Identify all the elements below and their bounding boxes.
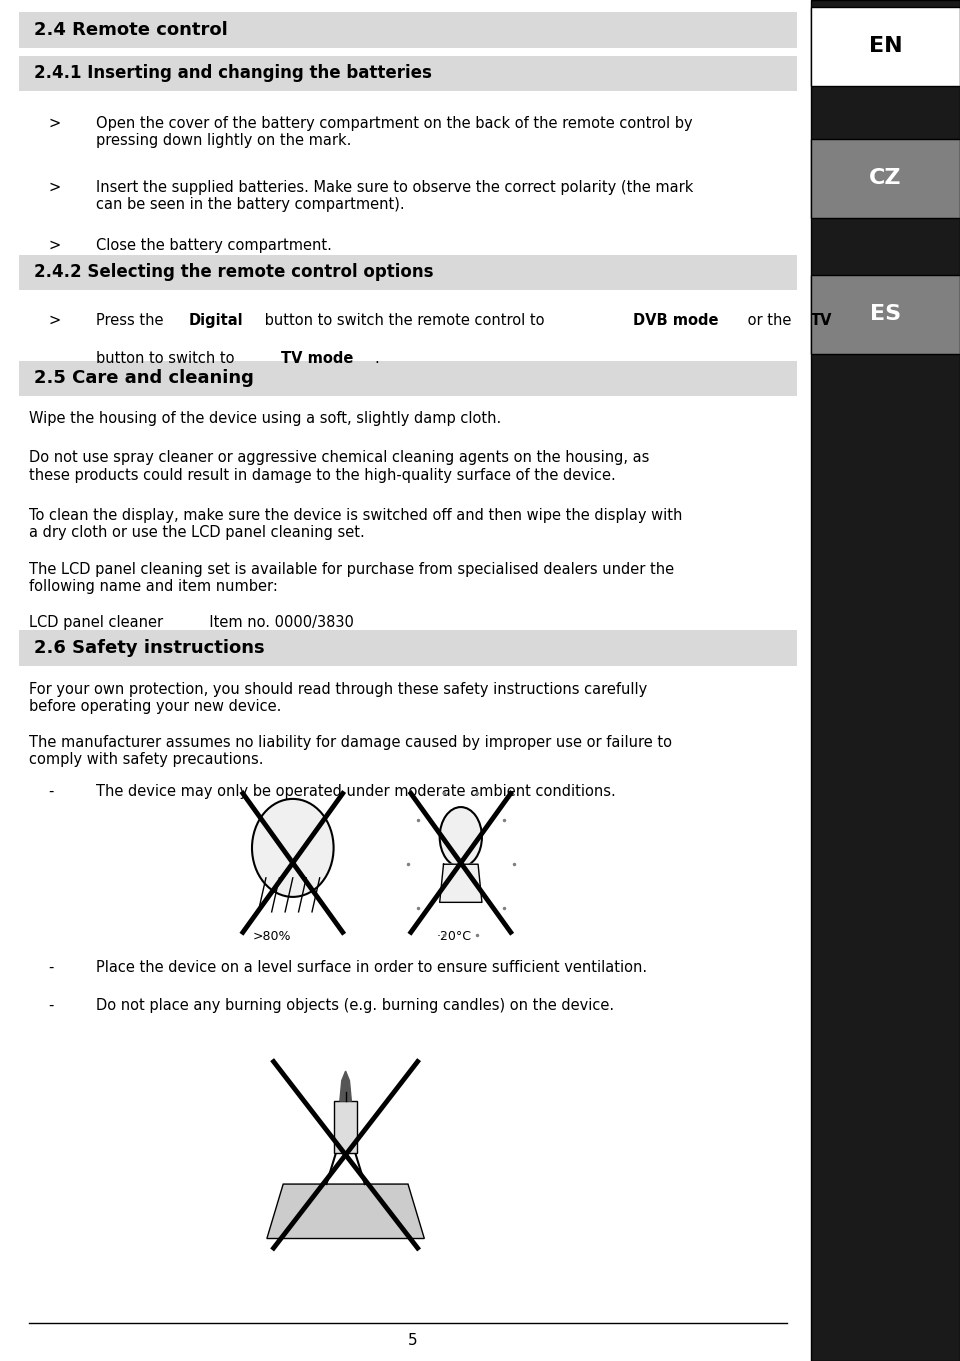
Text: button to switch the remote control to: button to switch the remote control to: [259, 313, 549, 328]
Text: 2.4.2 Selecting the remote control options: 2.4.2 Selecting the remote control optio…: [34, 263, 433, 282]
Text: Press the: Press the: [96, 313, 168, 328]
Text: ·20°C: ·20°C: [437, 930, 471, 943]
Text: DVB mode: DVB mode: [633, 313, 718, 328]
FancyBboxPatch shape: [811, 0, 960, 1361]
Text: or the: or the: [743, 313, 796, 328]
Text: 2.6 Safety instructions: 2.6 Safety instructions: [34, 638, 264, 657]
Text: 2.4.1 Inserting and changing the batteries: 2.4.1 Inserting and changing the batteri…: [34, 64, 431, 83]
Text: 5: 5: [408, 1332, 418, 1349]
Text: Wipe the housing of the device using a soft, slightly damp cloth.: Wipe the housing of the device using a s…: [29, 411, 501, 426]
Text: TV mode: TV mode: [280, 351, 353, 366]
Text: >: >: [48, 116, 60, 131]
Text: Digital: Digital: [189, 313, 244, 328]
Text: >: >: [48, 180, 60, 195]
Text: Open the cover of the battery compartment on the back of the remote control by
p: Open the cover of the battery compartmen…: [96, 116, 692, 148]
Text: 2.5 Care and cleaning: 2.5 Care and cleaning: [34, 369, 253, 388]
FancyBboxPatch shape: [811, 275, 960, 354]
Bar: [334, 1101, 357, 1153]
Text: Do not use spray cleaner or aggressive chemical cleaning agents on the housing, : Do not use spray cleaner or aggressive c…: [29, 450, 649, 483]
Text: TV: TV: [811, 313, 833, 328]
Text: The LCD panel cleaning set is available for purchase from specialised dealers un: The LCD panel cleaning set is available …: [29, 562, 674, 595]
Circle shape: [440, 807, 482, 867]
Text: Insert the supplied batteries. Make sure to observe the correct polarity (the ma: Insert the supplied batteries. Make sure…: [96, 180, 693, 212]
FancyBboxPatch shape: [19, 361, 797, 396]
Text: .: .: [374, 351, 379, 366]
Text: >: >: [48, 313, 60, 328]
Polygon shape: [340, 1071, 351, 1101]
Text: button to switch to: button to switch to: [96, 351, 239, 366]
Polygon shape: [267, 1184, 424, 1239]
Text: -: -: [48, 998, 54, 1013]
Text: To clean the display, make sure the device is switched off and then wipe the dis: To clean the display, make sure the devi…: [29, 508, 683, 540]
Text: >80%: >80%: [252, 930, 291, 943]
Text: ES: ES: [870, 305, 901, 324]
Text: -: -: [48, 960, 54, 974]
Text: EN: EN: [869, 37, 902, 56]
Text: >: >: [48, 238, 60, 253]
Ellipse shape: [252, 799, 334, 897]
FancyBboxPatch shape: [19, 56, 797, 91]
Text: LCD panel cleaner          Item no. 0000/3830: LCD panel cleaner Item no. 0000/3830: [29, 615, 353, 630]
FancyBboxPatch shape: [811, 7, 960, 86]
Text: Do not place any burning objects (e.g. burning candles) on the device.: Do not place any burning objects (e.g. b…: [96, 998, 614, 1013]
Text: -: -: [48, 784, 54, 799]
Text: CZ: CZ: [870, 169, 901, 188]
Polygon shape: [440, 864, 482, 902]
FancyBboxPatch shape: [19, 255, 797, 290]
FancyBboxPatch shape: [19, 630, 797, 666]
Text: The manufacturer assumes no liability for damage caused by improper use or failu: The manufacturer assumes no liability fo…: [29, 735, 672, 768]
Text: 2.4 Remote control: 2.4 Remote control: [34, 20, 228, 39]
Text: The device may only be operated under moderate ambient conditions.: The device may only be operated under mo…: [96, 784, 615, 799]
Text: For your own protection, you should read through these safety instructions caref: For your own protection, you should read…: [29, 682, 647, 715]
FancyBboxPatch shape: [19, 12, 797, 48]
Text: Place the device on a level surface in order to ensure sufficient ventilation.: Place the device on a level surface in o…: [96, 960, 647, 974]
FancyBboxPatch shape: [811, 139, 960, 218]
Text: Close the battery compartment.: Close the battery compartment.: [96, 238, 332, 253]
